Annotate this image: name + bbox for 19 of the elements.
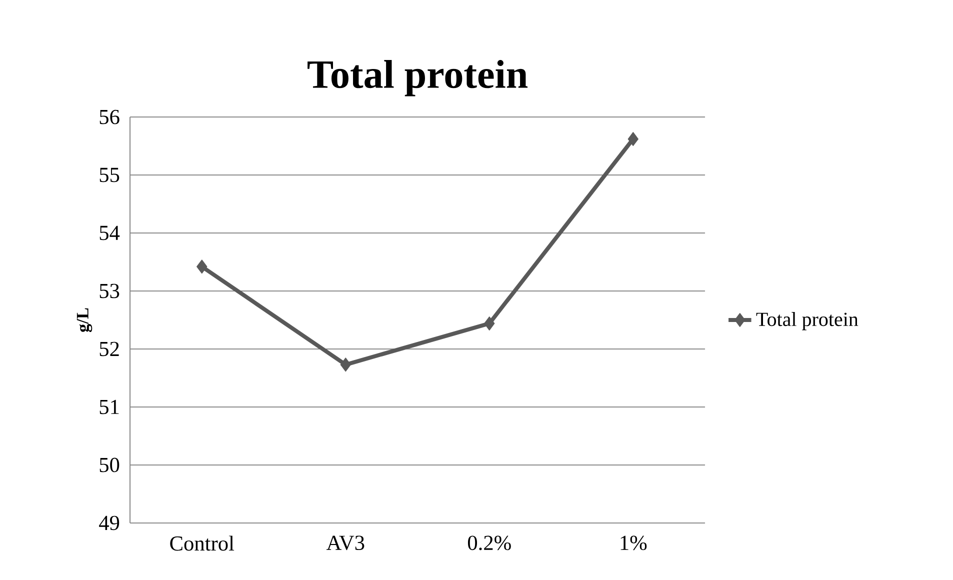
point bbox=[628, 132, 638, 146]
y-tick-label: 50 bbox=[100, 458, 120, 472]
x-tick-label: Control bbox=[170, 536, 234, 551]
y-tick-label: 56 bbox=[100, 110, 120, 124]
x-tick-label: 1% bbox=[620, 536, 647, 550]
x-tick-label: AV3 bbox=[326, 536, 364, 550]
x-tick-label: 0.2% bbox=[468, 536, 511, 550]
y-tick-label: 52 bbox=[100, 342, 119, 356]
legend-label: Total protein bbox=[756, 312, 858, 330]
y-tick-label: 49 bbox=[99, 516, 120, 530]
y-tick-label: 55 bbox=[100, 168, 120, 182]
y-tick-label: 54 bbox=[100, 226, 120, 240]
point bbox=[484, 316, 495, 330]
y-axis-title: g/L bbox=[76, 308, 92, 332]
chart-title: Total protein bbox=[308, 60, 528, 96]
y-tick-label: 51 bbox=[100, 400, 119, 414]
point bbox=[340, 358, 351, 372]
y-tick-label: 53 bbox=[100, 284, 120, 298]
point bbox=[196, 260, 208, 274]
